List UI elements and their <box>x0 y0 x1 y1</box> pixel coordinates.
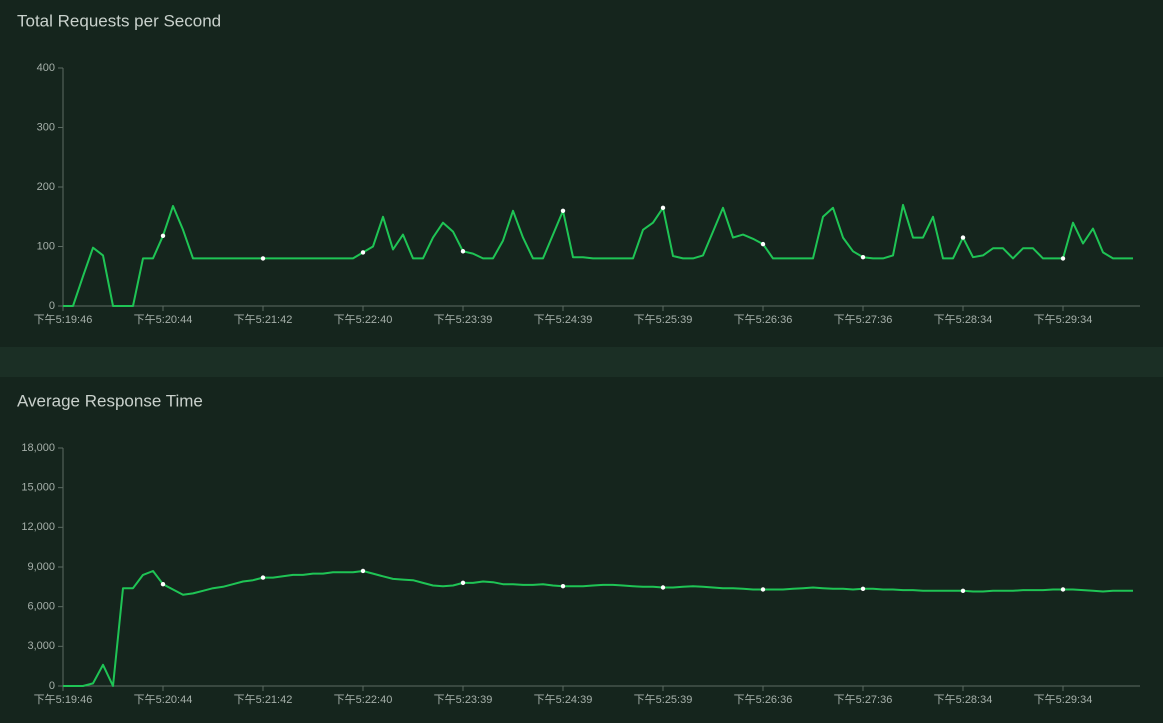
point-marker <box>760 241 766 247</box>
x-tick-label: 下午5:19:46 <box>34 313 93 326</box>
y-tick-label: 200 <box>37 181 55 193</box>
series-line <box>63 570 1133 687</box>
point-marker <box>660 205 666 211</box>
x-tick-label: 下午5:27:36 <box>834 313 893 326</box>
point-marker <box>560 583 566 589</box>
panel <box>0 377 1163 723</box>
x-tick-label: 下午5:28:34 <box>934 693 993 706</box>
point-marker <box>360 568 366 574</box>
y-tick-label: 300 <box>37 121 55 133</box>
x-tick-label: 下午5:23:39 <box>434 693 493 706</box>
y-tick-label: 3,000 <box>27 640 55 652</box>
x-tick-label: 下午5:26:36 <box>734 693 793 706</box>
y-tick-label: 0 <box>49 300 55 312</box>
series-line <box>63 203 1133 307</box>
point-marker <box>160 581 166 587</box>
point-marker <box>860 255 866 260</box>
y-tick-label: 6,000 <box>27 601 55 613</box>
x-tick-label: 下午5:27:36 <box>834 693 893 706</box>
point-marker <box>660 585 666 590</box>
x-tick-label: 下午5:21:42 <box>234 313 293 326</box>
point-marker <box>960 588 966 593</box>
x-tick-label: 下午5:21:42 <box>234 693 293 706</box>
x-tick-label: 下午5:19:46 <box>34 693 93 706</box>
point-marker <box>260 256 266 261</box>
y-tick-label: 9,000 <box>27 561 55 573</box>
y-tick-label: 12,000 <box>21 521 55 533</box>
x-tick-label: 下午5:28:34 <box>934 313 993 326</box>
x-tick-label: 下午5:25:39 <box>634 313 693 326</box>
x-tick-label: 下午5:26:36 <box>734 313 793 326</box>
x-tick-label: 下午5:24:39 <box>534 313 593 326</box>
x-tick-label: 下午5:22:40 <box>334 693 393 706</box>
point-marker <box>260 575 266 580</box>
x-tick-label: 下午5:20:44 <box>134 693 193 706</box>
y-tick-label: 400 <box>37 62 55 74</box>
chart-title: Average Response Time <box>17 391 203 410</box>
x-tick-label: 下午5:29:34 <box>1034 313 1093 326</box>
x-tick-label: 下午5:20:44 <box>134 313 193 326</box>
y-tick-label: 18,000 <box>21 442 55 454</box>
y-tick-label: 15,000 <box>21 482 55 494</box>
x-tick-label: 下午5:29:34 <box>1034 693 1093 706</box>
panel <box>0 0 1163 347</box>
y-tick-label: 0 <box>49 680 55 692</box>
point-marker <box>460 580 466 586</box>
point-marker <box>360 250 366 255</box>
point-marker <box>760 587 766 592</box>
y-tick-label: 100 <box>37 240 55 252</box>
point-marker <box>160 233 166 238</box>
x-tick-label: 下午5:23:39 <box>434 313 493 326</box>
point-marker <box>1060 587 1066 592</box>
point-marker <box>860 586 866 592</box>
point-marker <box>460 249 466 254</box>
point-marker <box>1060 256 1066 261</box>
point-marker <box>560 208 566 213</box>
x-tick-label: 下午5:25:39 <box>634 693 693 706</box>
x-tick-label: 下午5:24:39 <box>534 693 593 706</box>
point-marker <box>960 235 966 240</box>
chart-title: Total Requests per Second <box>17 11 221 30</box>
x-tick-label: 下午5:22:40 <box>334 313 393 326</box>
